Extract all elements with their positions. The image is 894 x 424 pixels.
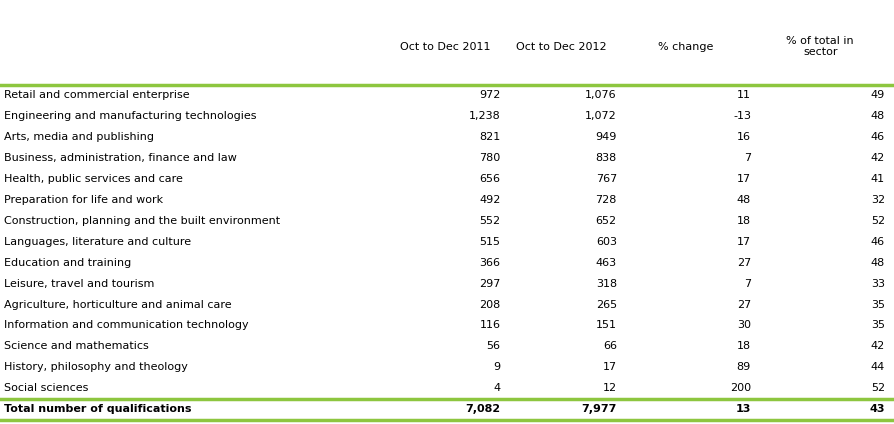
Text: Science and mathematics: Science and mathematics	[4, 341, 149, 351]
Text: 463: 463	[595, 258, 617, 268]
Text: Retail and commercial enterprise: Retail and commercial enterprise	[4, 90, 190, 100]
Text: 42: 42	[871, 153, 885, 163]
Text: 297: 297	[479, 279, 501, 289]
Text: 35: 35	[871, 321, 885, 330]
Text: 44: 44	[871, 363, 885, 372]
Text: Oct to Dec 2011: Oct to Dec 2011	[400, 42, 490, 52]
Text: 46: 46	[871, 237, 885, 247]
Text: 43: 43	[870, 404, 885, 414]
Text: Arts, media and publishing: Arts, media and publishing	[4, 132, 155, 142]
Text: 9: 9	[493, 363, 501, 372]
Text: 366: 366	[480, 258, 501, 268]
Text: Health, public services and care: Health, public services and care	[4, 174, 183, 184]
Text: 30: 30	[737, 321, 751, 330]
Text: 12: 12	[603, 383, 617, 393]
Text: Preparation for life and work: Preparation for life and work	[4, 195, 164, 205]
Text: History, philosophy and theology: History, philosophy and theology	[4, 363, 189, 372]
Text: 208: 208	[479, 299, 501, 310]
Text: 656: 656	[480, 174, 501, 184]
Text: 728: 728	[595, 195, 617, 205]
Text: 116: 116	[480, 321, 501, 330]
Text: 35: 35	[871, 299, 885, 310]
Text: 32: 32	[871, 195, 885, 205]
Text: Total number of qualifications: Total number of qualifications	[4, 404, 192, 414]
Text: Business, administration, finance and law: Business, administration, finance and la…	[4, 153, 237, 163]
Text: Construction, planning and the built environment: Construction, planning and the built env…	[4, 216, 281, 226]
Text: Education and training: Education and training	[4, 258, 131, 268]
Text: 515: 515	[480, 237, 501, 247]
Text: 56: 56	[486, 341, 501, 351]
Text: 1,072: 1,072	[585, 111, 617, 121]
Text: 767: 767	[595, 174, 617, 184]
Text: Oct to Dec 2012: Oct to Dec 2012	[516, 42, 606, 52]
Text: 18: 18	[737, 341, 751, 351]
Text: 52: 52	[871, 216, 885, 226]
Text: 11: 11	[737, 90, 751, 100]
Text: % of total in
sector: % of total in sector	[787, 36, 854, 57]
Text: 151: 151	[596, 321, 617, 330]
Text: 200: 200	[730, 383, 751, 393]
Text: 1,238: 1,238	[468, 111, 501, 121]
Text: 552: 552	[479, 216, 501, 226]
Text: 7,977: 7,977	[581, 404, 617, 414]
Text: % change: % change	[659, 42, 713, 52]
Text: 49: 49	[871, 90, 885, 100]
Text: 89: 89	[737, 363, 751, 372]
Text: 492: 492	[479, 195, 501, 205]
Text: 33: 33	[871, 279, 885, 289]
Text: 7,082: 7,082	[466, 404, 501, 414]
Text: 1,076: 1,076	[586, 90, 617, 100]
Text: 949: 949	[595, 132, 617, 142]
Text: 780: 780	[479, 153, 501, 163]
Text: 27: 27	[737, 299, 751, 310]
Text: 27: 27	[737, 258, 751, 268]
Text: 838: 838	[595, 153, 617, 163]
Text: Leisure, travel and tourism: Leisure, travel and tourism	[4, 279, 155, 289]
Text: 52: 52	[871, 383, 885, 393]
Text: 7: 7	[744, 153, 751, 163]
Text: 13: 13	[736, 404, 751, 414]
Text: -13: -13	[733, 111, 751, 121]
Text: 17: 17	[737, 174, 751, 184]
Text: 972: 972	[479, 90, 501, 100]
Text: 821: 821	[479, 132, 501, 142]
Text: Engineering and manufacturing technologies: Engineering and manufacturing technologi…	[4, 111, 257, 121]
Text: 41: 41	[871, 174, 885, 184]
Text: 265: 265	[595, 299, 617, 310]
Text: 42: 42	[871, 341, 885, 351]
Text: Information and communication technology: Information and communication technology	[4, 321, 249, 330]
Text: 16: 16	[737, 132, 751, 142]
Text: Social sciences: Social sciences	[4, 383, 89, 393]
Text: 17: 17	[737, 237, 751, 247]
Text: 48: 48	[737, 195, 751, 205]
Text: 48: 48	[871, 258, 885, 268]
Text: 603: 603	[596, 237, 617, 247]
Text: 7: 7	[744, 279, 751, 289]
Text: 18: 18	[737, 216, 751, 226]
Text: Agriculture, horticulture and animal care: Agriculture, horticulture and animal car…	[4, 299, 232, 310]
Text: 48: 48	[871, 111, 885, 121]
Text: 318: 318	[595, 279, 617, 289]
Text: Languages, literature and culture: Languages, literature and culture	[4, 237, 191, 247]
Text: 66: 66	[603, 341, 617, 351]
Text: 652: 652	[595, 216, 617, 226]
Text: 17: 17	[603, 363, 617, 372]
Text: 46: 46	[871, 132, 885, 142]
Text: 4: 4	[493, 383, 501, 393]
